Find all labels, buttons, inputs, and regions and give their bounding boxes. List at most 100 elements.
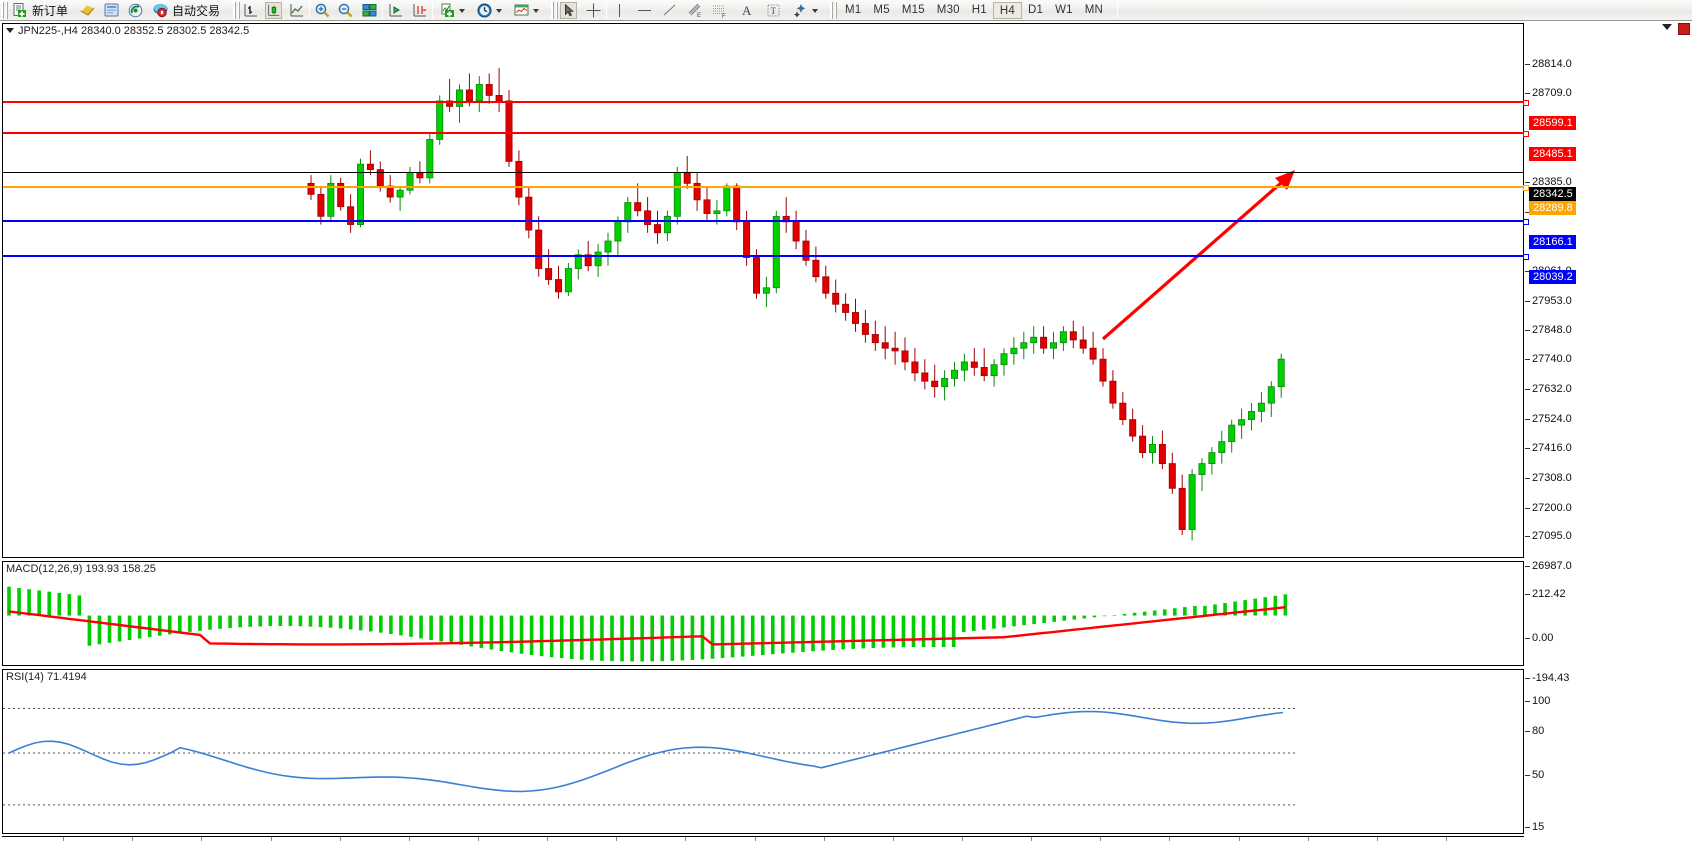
rsi-tick: 50 [1524,768,1545,781]
price-tick: 27848.0 [1525,323,1572,336]
level-line-support-2[interactable] [3,254,1529,260]
indicators-dropdown-caret[interactable] [459,9,466,13]
navigator-icon[interactable] [103,2,120,19]
hline-icon[interactable] [636,2,653,19]
zoom-in-icon[interactable] [314,2,331,19]
templates-button[interactable] [511,1,543,20]
time-tick [339,837,341,841]
timeframe-m30[interactable]: M30 [936,3,960,16]
trendline-icon[interactable] [661,2,678,19]
time-tick [1031,837,1033,841]
objects-button[interactable] [790,1,822,20]
rsi-pane[interactable]: RSI(14) 71.4194 [2,669,1524,834]
fibonacci-icon[interactable]: F [711,2,728,19]
vline-icon[interactable] [611,2,628,19]
macd-pane[interactable]: MACD(12,26,9) 193.93 158.25 [2,561,1524,666]
time-tick [1238,837,1240,841]
candlestick-icon[interactable] [265,1,283,19]
symbol-ohlc-text: JPN225-,H4 28340.0 28352.5 28302.5 28342… [18,25,250,37]
timeframe-h1[interactable]: H1 [971,3,987,16]
time-tick [1376,837,1378,841]
text-label-icon[interactable]: T [765,2,782,19]
templates-dropdown-caret[interactable] [533,9,540,13]
rsi-tick: 80 [1524,724,1545,737]
price-tick: 27953.0 [1525,294,1572,307]
time-tick [132,837,134,841]
timeframe-w1[interactable]: W1 [1055,3,1073,16]
level-label-resistance-2[interactable]: 28485.1 [1529,147,1576,162]
auto-scroll-icon[interactable] [411,2,428,19]
toolbar-grip-4[interactable] [830,1,838,19]
crosshair-icon[interactable] [585,2,602,19]
data-window-icon[interactable] [79,2,96,19]
chart-menu-caret[interactable] [1662,21,1672,31]
timeframe-m5[interactable]: M5 [873,3,890,16]
new-order-label: 新订单 [32,3,69,18]
objects-icon [792,2,809,19]
macd-tick: 212.42 [1525,587,1566,600]
chart-shift-icon[interactable] [387,2,404,19]
price-tick: 28709.0 [1525,86,1572,99]
level-label-support-1[interactable]: 28166.1 [1529,235,1576,250]
period-button[interactable] [474,1,506,20]
line-chart-icon[interactable] [288,2,305,19]
time-tick [478,837,479,841]
level-label-support-2[interactable]: 28039.2 [1529,270,1576,284]
level-label-last-price[interactable]: 28342.5 [1529,186,1576,201]
autotrading-button[interactable]: 自动交易 [150,1,225,20]
autotrading-icon [152,2,169,19]
macd-tick: -194.43 [1524,671,1570,684]
chart-dropdown-icon[interactable] [6,28,14,33]
candlestick-canvas [307,67,1295,541]
level-line-order-level[interactable] [3,185,1529,192]
rsi-title: RSI(14) 71.4194 [6,671,87,683]
templates-icon [513,2,530,19]
level-label-resistance-1[interactable]: 28599.1 [1529,116,1576,131]
time-tick [1169,837,1171,841]
zoom-out-icon[interactable] [337,2,354,19]
macd-canvas [7,586,1288,662]
market-watch-icon[interactable] [127,2,144,19]
timeframe-d1[interactable]: D1 [1028,3,1044,16]
svg-text:A: A [742,3,752,18]
timeframe-h4[interactable]: H4 [992,1,1022,19]
level-line-resistance-1[interactable] [3,100,1529,107]
timeframe-m1[interactable]: M1 [845,3,862,16]
price-tick: 27740.0 [1525,353,1572,366]
time-axis[interactable]: 23 Aug 202224 Aug 00:0024 Aug 18:5525 Au… [2,836,1527,843]
objects-dropdown-caret[interactable] [812,9,819,13]
period-dropdown-caret[interactable] [496,9,503,13]
toolbar-grip-3[interactable] [551,1,559,19]
close-indicator[interactable] [1678,23,1690,35]
level-line-last-price[interactable] [3,171,1523,173]
rsi-scale[interactable]: 1008050150 [1524,690,1692,843]
price-pane[interactable]: JPN225-,H4 28340.0 28352.5 28302.5 28342… [2,23,1529,558]
time-tick [1100,837,1102,841]
level-line-support-1[interactable] [3,219,1529,226]
level-label-order-level[interactable]: 28289.8 [1529,201,1576,216]
timeframe-mn[interactable]: MN [1084,3,1104,16]
time-tick [685,837,687,841]
chart-area[interactable]: JPN225-,H4 28340.0 28352.5 28302.5 28342… [0,21,1692,843]
level-line-resistance-2[interactable] [3,131,1529,138]
toolbar-grip[interactable] [1,1,8,19]
cursor-icon[interactable] [560,1,578,19]
period-icon [476,2,493,19]
price-tick: 28814.0 [1525,58,1572,71]
equidistant-channel-icon[interactable]: E [686,2,703,19]
price-scale[interactable]: 28814.0 28709.0 28385.0 27953.0 27848.0 27740… [1524,44,1692,579]
bar-chart-icon[interactable] [242,2,259,19]
indicators-button[interactable] [437,1,469,20]
toolbar-grip-2[interactable] [233,1,241,19]
time-tick [892,837,894,841]
new-order-button[interactable]: 新订单 [10,1,73,20]
svg-text:T: T [771,6,777,16]
new-order-icon [12,2,29,19]
tile-windows-icon[interactable] [361,2,378,19]
bullish-trend-arrow [1101,170,1295,341]
time-tick [962,837,963,841]
timeframe-m15[interactable]: M15 [901,3,925,16]
text-icon[interactable]: A [738,2,755,19]
macd-scale[interactable]: 212.42 0.00 -194.43 [1524,582,1692,687]
